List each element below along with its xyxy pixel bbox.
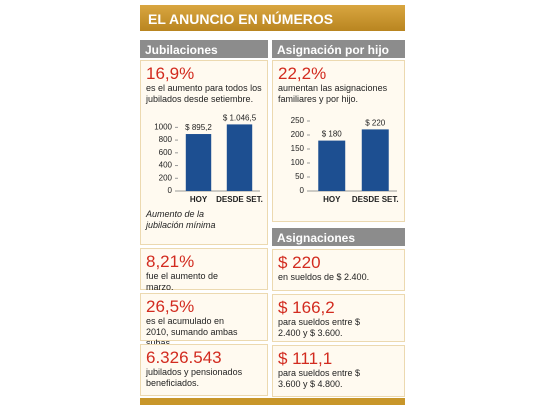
y-tick-label: 200 — [159, 173, 173, 182]
value-label: $ 220 — [365, 119, 386, 128]
text: en sueldos de $ 2.400. — [278, 272, 370, 282]
figure: 26,5% — [146, 297, 195, 316]
y-tick-label: 800 — [159, 135, 173, 144]
value-label: $ 895,2 — [185, 123, 212, 132]
figure: 16,9% — [146, 64, 195, 83]
bar — [226, 124, 253, 191]
card: 26,5% es el acumulado en 2010, sumando am… — [140, 293, 268, 348]
card: 22,2% aumentan las asignaciones familiar… — [272, 60, 405, 222]
card: 16,9% es el aumento para todos los jubil… — [140, 60, 268, 245]
section-title: Asignaciones familiares — [272, 228, 405, 259]
chart: 0 50 100 150 200 250 $ 180 HOY $ 220 DESDE SET. — [291, 116, 399, 204]
y-tick-label: 250 — [291, 116, 305, 125]
bar — [361, 129, 389, 191]
y-tick-label: 150 — [291, 144, 305, 153]
figure: 22,2% — [278, 64, 327, 83]
x-tick-label: DESDE SET. — [352, 195, 399, 204]
y-tick-label: 200 — [291, 130, 305, 139]
value-label: $ 1.046,5 — [223, 114, 257, 123]
figure: 8,21% — [146, 252, 195, 271]
text: jubilados y pensionados beneficiados. — [146, 367, 243, 388]
x-tick-label: DESDE SET. — [216, 195, 263, 204]
section-title: Asignación por hijo — [272, 40, 405, 58]
text: para sueldos entre $ 2.400 y $ 3.600. — [278, 317, 361, 338]
card: $ 220 en sueldos de $ 2.400. — [272, 249, 405, 291]
bar — [318, 140, 346, 191]
card: $ 166,2 para sueldos entre $ 2.400 y $ 3.… — [272, 294, 405, 342]
chart: 0 200 400 600 800 1000 $ 895,2 HOY $ 1.046,5 DESD… — [154, 114, 263, 205]
card: 6.326.543 jubilados y pensionados benefic… — [140, 344, 268, 396]
value-label: $ 180 — [322, 130, 343, 139]
x-tick-label: HOY — [323, 195, 341, 204]
text: es el acumulado en 2010, sumando ambas s… — [146, 316, 238, 348]
caption: Aumento de la jubilación mínima — [146, 209, 216, 230]
card: $ 111,1 para sueldos entre $ 3.600 y $ 4.… — [272, 345, 405, 397]
footer-bar — [140, 398, 405, 405]
bar — [185, 134, 212, 191]
y-tick-label: 50 — [295, 172, 304, 181]
card: 8,21% fue el aumento de marzo. — [140, 248, 268, 292]
figure: $ 111,1 — [278, 349, 333, 368]
y-tick-label: 100 — [291, 158, 305, 167]
text: es el aumento para todos los jubilados d… — [146, 83, 262, 104]
text: aumentan las asignaciones familiares y p… — [278, 83, 388, 104]
y-tick-label: 0 — [168, 186, 173, 195]
figure: 6.326.543 — [146, 348, 222, 367]
text: fue el aumento de marzo. — [146, 271, 219, 292]
y-tick-label: 600 — [159, 148, 173, 157]
section-title: Jubilaciones — [140, 40, 268, 58]
y-tick-label: 400 — [159, 161, 173, 170]
figure: $ 220 — [278, 253, 321, 272]
y-tick-label: 0 — [300, 186, 305, 195]
y-tick-label: 1000 — [154, 122, 172, 131]
figure: $ 166,2 — [278, 298, 335, 317]
text: para sueldos entre $ 3.600 y $ 4.800. — [278, 368, 361, 389]
header: EL ANUNCIO EN NÚMEROS — [140, 5, 405, 31]
x-tick-label: HOY — [190, 195, 208, 204]
